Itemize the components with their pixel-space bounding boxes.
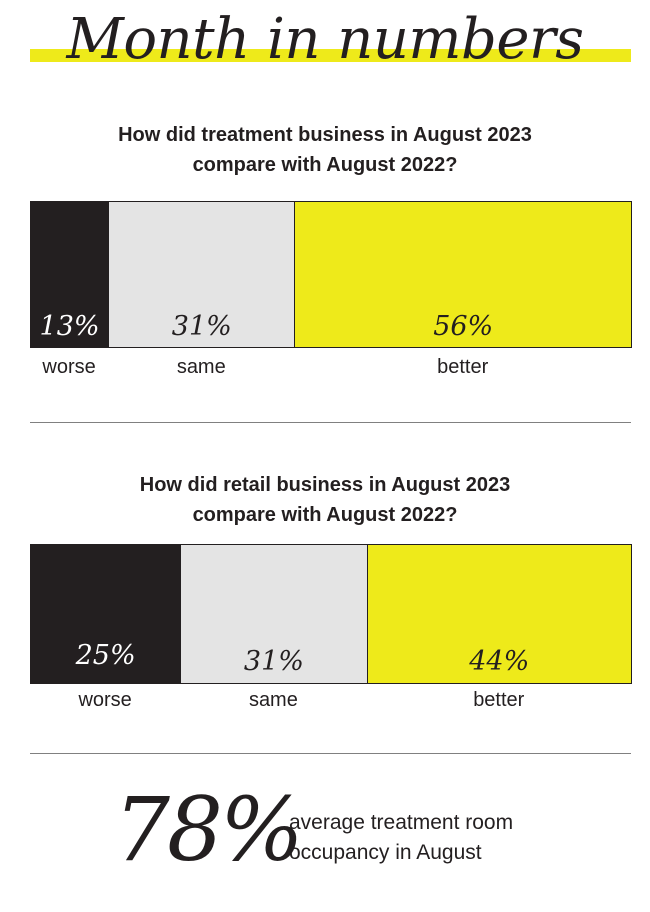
chart1-category-label-worse: worse bbox=[42, 356, 96, 378]
chart2-title-line1: How did retail business in August 2023 bbox=[139, 474, 511, 496]
chart1-segment-better: 56% bbox=[294, 201, 632, 348]
chart1-category-label-same: same bbox=[176, 356, 226, 378]
title-highlight-band bbox=[30, 49, 631, 62]
chart2-segment-same: 31% bbox=[180, 544, 368, 684]
divider-2 bbox=[30, 753, 631, 754]
chart1-value-label-same: 31% bbox=[171, 311, 232, 342]
divider-1 bbox=[30, 422, 631, 423]
chart2-segment-better: 44% bbox=[366, 544, 632, 684]
chart2-value-label-same: 31% bbox=[243, 646, 304, 677]
chart1-category-label-better: better bbox=[437, 356, 489, 378]
chart1-stacked-bar: 13% 31% 56% bbox=[30, 201, 632, 348]
chart2-value-label-better: 44% bbox=[469, 646, 530, 677]
page-title: Month in numbers bbox=[66, 7, 585, 72]
occupancy-stat-line1: average treatment room bbox=[289, 811, 514, 834]
chart2-stacked-bar: 25% 31% 44% bbox=[30, 544, 632, 684]
chart1-value-label-better: 56% bbox=[433, 311, 494, 342]
chart2-title: How did retail business in August 2023 c… bbox=[0, 470, 650, 530]
chart1-title-line2: compare with August 2022? bbox=[192, 154, 458, 176]
chart1-value-label-worse: 13% bbox=[39, 311, 100, 342]
chart2-title-line2: compare with August 2022? bbox=[192, 504, 458, 526]
chart2-category-label-worse: worse bbox=[78, 689, 132, 711]
chart2-value-label-worse: 25% bbox=[75, 640, 136, 671]
occupancy-stat-line2: occupancy in August bbox=[289, 841, 482, 864]
chart1-segment-same: 31% bbox=[108, 201, 296, 348]
chart2-category-label-better: better bbox=[473, 689, 525, 711]
chart1-title-line1: How did treatment business in August 202… bbox=[118, 124, 532, 146]
chart2-category-label-same: same bbox=[248, 689, 298, 711]
occupancy-stat-value: 78% bbox=[114, 778, 304, 881]
chart1-segment-worse: 13% bbox=[30, 201, 110, 348]
chart2-segment-worse: 25% bbox=[30, 544, 182, 684]
chart1-title: How did treatment business in August 202… bbox=[0, 120, 650, 180]
occupancy-stat-text: average treatment room occupancy in Augu… bbox=[289, 808, 513, 868]
